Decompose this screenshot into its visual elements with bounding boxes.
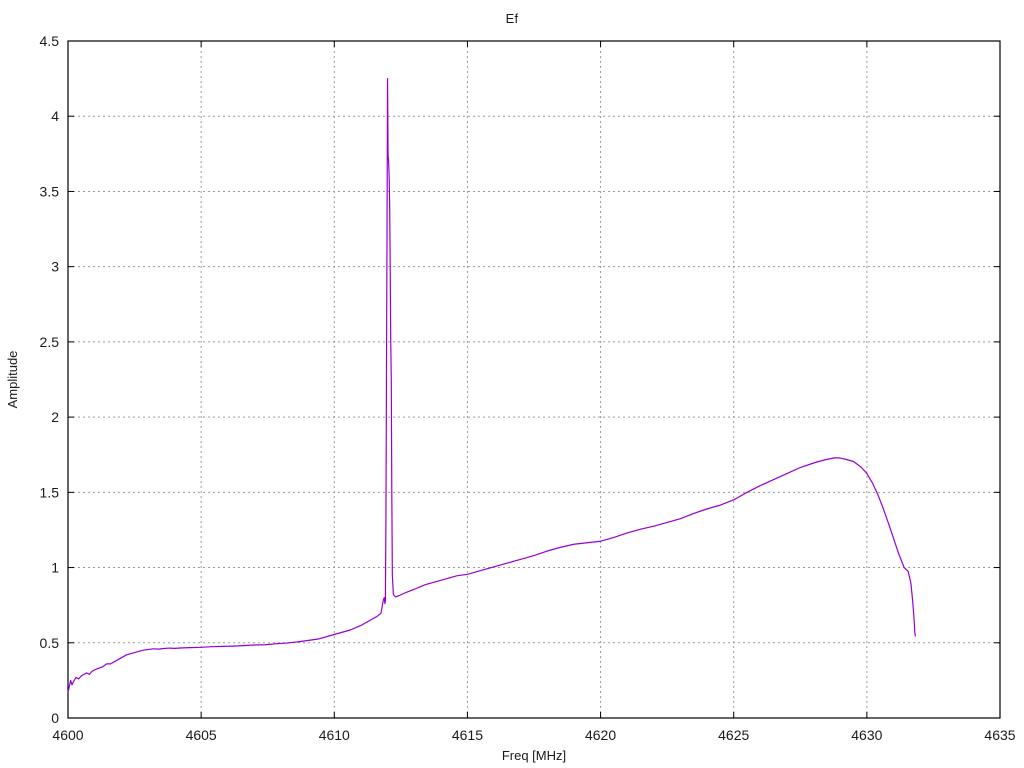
y-tick-label: 1 bbox=[51, 560, 59, 576]
axis-ticks bbox=[67, 40, 1001, 719]
y-tick-label: 4 bbox=[51, 108, 59, 124]
x-tick-label: 4635 bbox=[984, 727, 1015, 743]
chart-title: Ef bbox=[505, 11, 519, 26]
y-tick-label: 0.5 bbox=[40, 635, 60, 651]
grid-lines bbox=[68, 41, 1000, 718]
series-line bbox=[67, 78, 916, 694]
y-tick-label: 2.5 bbox=[40, 334, 60, 350]
y-tick-label: 2 bbox=[51, 409, 59, 425]
axis-tick-labels: 4600 4605 4610 4615 4620 4625 4630 4635 0 0.5 1 1.5… bbox=[40, 33, 1016, 743]
y-tick-label: 3 bbox=[51, 259, 59, 275]
x-tick-label: 4625 bbox=[718, 727, 749, 743]
y-tick-label: 0 bbox=[51, 710, 59, 726]
x-tick-label: 4610 bbox=[319, 727, 350, 743]
plot-frame bbox=[67, 40, 1001, 719]
y-tick-label: 3.5 bbox=[40, 183, 60, 199]
x-tick-label: 4605 bbox=[186, 727, 217, 743]
y-tick-label: 4.5 bbox=[40, 33, 60, 49]
x-axis-label: Freq [MHz] bbox=[502, 748, 566, 763]
y-axis-label: Amplitude bbox=[5, 351, 20, 409]
y-tick-label: 1.5 bbox=[40, 484, 60, 500]
x-tick-label: 4620 bbox=[585, 727, 616, 743]
data-series bbox=[67, 78, 916, 694]
x-tick-label: 4600 bbox=[52, 727, 83, 743]
x-tick-label: 4630 bbox=[851, 727, 882, 743]
x-tick-label: 4615 bbox=[452, 727, 483, 743]
